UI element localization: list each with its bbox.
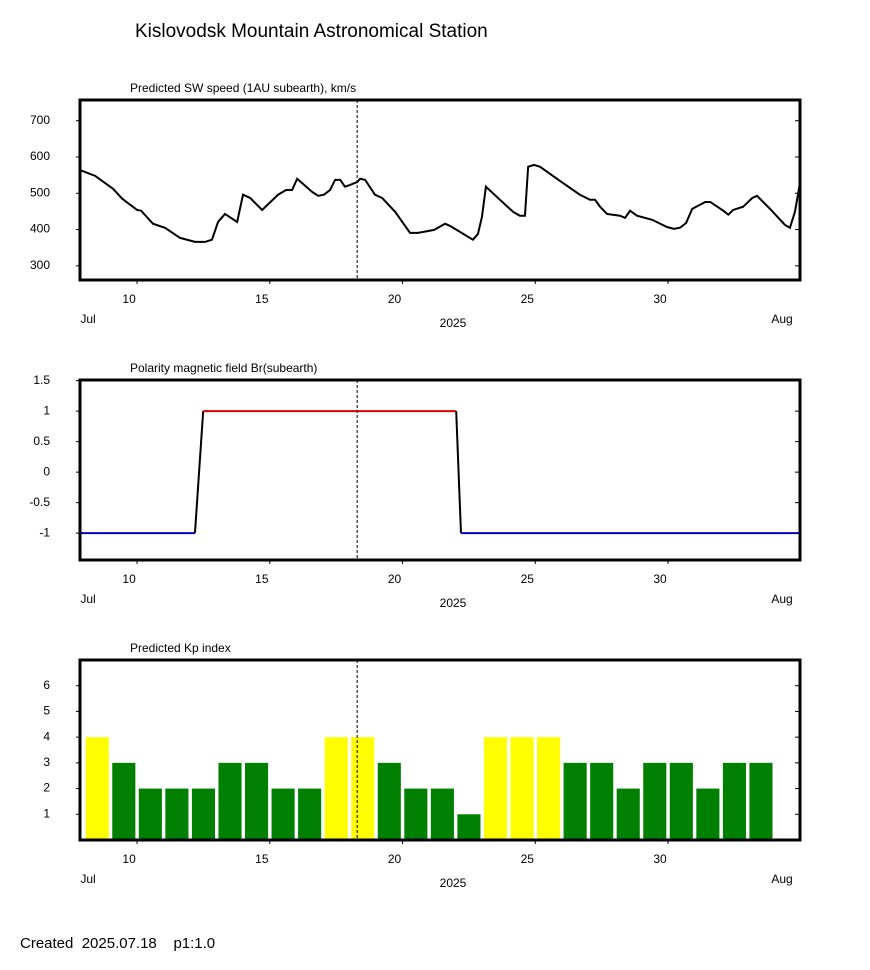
y-tick-label: 4: [43, 729, 50, 743]
bar: [430, 788, 454, 840]
x-tick-label: 15: [255, 572, 269, 586]
bar: [537, 737, 561, 840]
bar: [563, 762, 587, 840]
month-label: Jul: [80, 312, 95, 326]
bar: [218, 762, 242, 840]
year-label: 2025: [440, 596, 467, 610]
y-tick-label: 1.5: [33, 373, 50, 387]
y-tick-label: 0: [43, 464, 50, 478]
x-tick-label: 10: [122, 572, 136, 586]
y-tick-label: 700: [30, 113, 50, 127]
y-tick-label: -0.5: [29, 495, 50, 509]
bar: [112, 762, 136, 840]
x-tick-label: 30: [653, 292, 667, 306]
plot-frame: [78, 658, 802, 842]
bar: [191, 788, 215, 840]
x-tick-label: 25: [521, 852, 535, 866]
x-tick-label: 25: [521, 572, 535, 586]
line: [79, 163, 801, 243]
y-tick-label: 1: [43, 806, 50, 820]
bar: [245, 762, 269, 840]
month-label: Aug: [771, 872, 792, 886]
bar: [483, 737, 508, 840]
y-tick-label: 2: [43, 781, 50, 795]
x-tick-label: 10: [122, 292, 136, 306]
line-segment: [193, 411, 205, 534]
line-segment: [455, 411, 462, 534]
month-label: Jul: [80, 592, 95, 606]
y-tick-label: -1: [39, 525, 50, 539]
bar: [404, 788, 428, 840]
x-tick-label: 15: [255, 292, 269, 306]
bar: [616, 788, 640, 840]
year-label: 2025: [440, 876, 467, 890]
x-tick-label: 30: [653, 572, 667, 586]
bar: [298, 788, 322, 840]
month-label: Aug: [771, 312, 792, 326]
y-tick-label: 6: [43, 678, 50, 692]
x-tick-label: 20: [388, 852, 402, 866]
year-label: 2025: [440, 316, 467, 330]
bar: [749, 762, 773, 840]
bar: [271, 788, 295, 840]
bar: [722, 762, 746, 840]
plot-frame: [78, 378, 802, 562]
footer: Created 2025.07.18 p1:1.0: [20, 935, 215, 952]
bar: [85, 737, 109, 840]
chart-title: Polarity magnetic field Br(subearth): [130, 361, 317, 375]
bar: [377, 762, 401, 840]
bar: [324, 737, 348, 840]
chart-title: Predicted SW speed (1AU subearth), km/s: [130, 81, 356, 95]
bar: [351, 737, 375, 840]
x-tick-label: 20: [388, 572, 402, 586]
month-label: Aug: [771, 592, 792, 606]
y-tick-label: 300: [30, 258, 50, 272]
x-tick-label: 30: [653, 852, 667, 866]
x-tick-label: 25: [521, 292, 535, 306]
bar: [165, 788, 189, 840]
x-tick-label: 20: [388, 292, 402, 306]
bar: [696, 788, 720, 840]
y-tick-label: 0.5: [33, 434, 50, 448]
bar: [590, 762, 614, 840]
y-tick-label: 3: [43, 755, 50, 769]
month-label: Jul: [80, 872, 95, 886]
y-tick-label: 600: [30, 149, 50, 163]
bar: [510, 737, 534, 840]
bar: [643, 762, 667, 840]
main-title: Kislovodsk Mountain Astronomical Station: [135, 21, 488, 42]
x-tick-label: 15: [255, 852, 269, 866]
y-tick-label: 1: [43, 403, 50, 417]
y-tick-label: 400: [30, 222, 50, 236]
y-tick-label: 500: [30, 185, 50, 199]
plot-frame: [78, 98, 802, 282]
bar: [669, 762, 693, 840]
y-tick-label: 5: [43, 704, 50, 718]
bar: [138, 788, 162, 840]
chart-title: Predicted Kp index: [130, 641, 231, 655]
x-tick-label: 10: [122, 852, 136, 866]
bar: [457, 814, 481, 840]
